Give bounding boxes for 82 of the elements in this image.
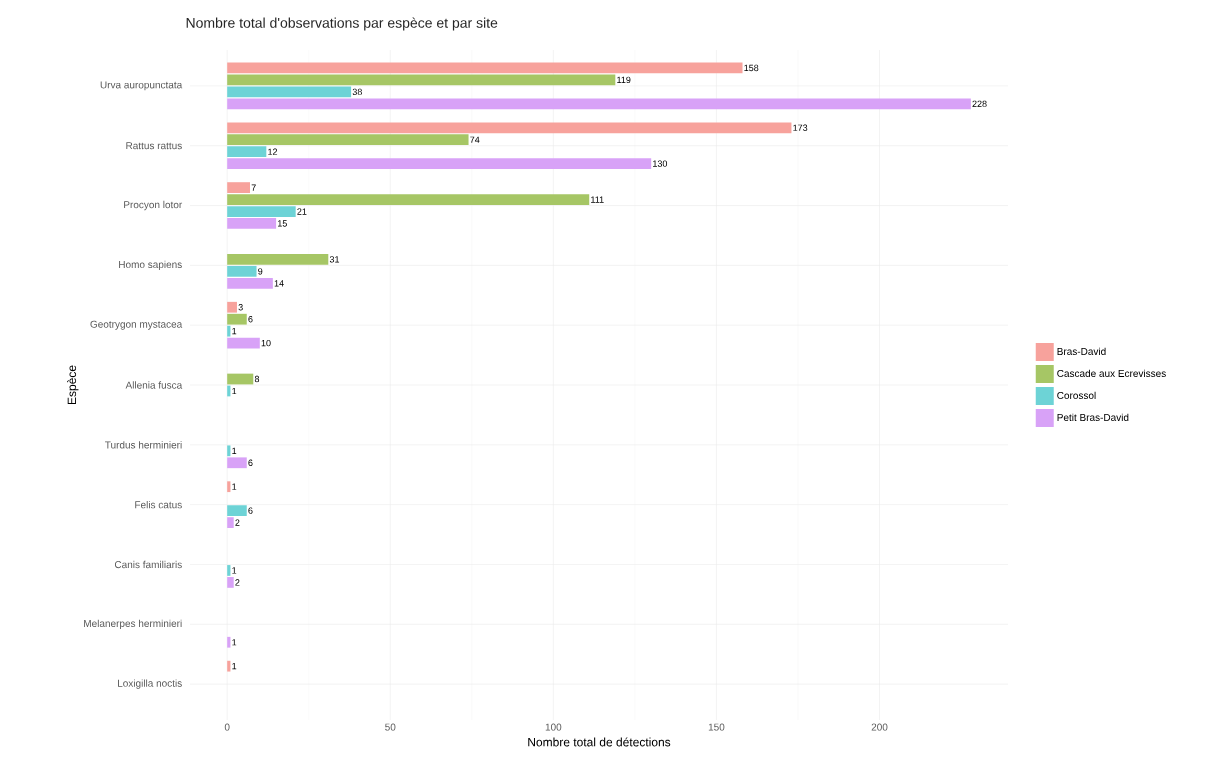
x-tick-label: 50 [385, 723, 396, 731]
bar [227, 481, 231, 493]
data-label: 1 [232, 387, 237, 395]
data-label: 2 [235, 579, 240, 586]
data-label: 1 [232, 447, 237, 454]
data-label: 12 [268, 148, 278, 155]
bar [227, 325, 231, 337]
bar [227, 660, 231, 672]
y-tick-label: Canis familiaris [114, 560, 182, 569]
data-label: 228 [972, 100, 987, 108]
bar [227, 218, 277, 229]
bar [227, 457, 247, 469]
y-tick-label: Allenia fusca [125, 381, 183, 389]
x-tick-label: 0 [224, 723, 230, 731]
y-tick-label: Procyon lotor [124, 200, 183, 211]
bar [227, 337, 260, 349]
y-tick-label: Homo sapiens [119, 260, 182, 271]
bar [227, 517, 234, 528]
data-label: 14 [274, 280, 284, 287]
data-label: 130 [653, 160, 668, 167]
data-label: 1 [232, 567, 237, 574]
bar [227, 373, 254, 385]
bar [227, 301, 237, 313]
bar [227, 98, 971, 110]
y-tick-label: Melanerpes herminieri [84, 619, 182, 629]
data-label: 6 [248, 459, 253, 466]
bar [227, 158, 652, 170]
bar [227, 636, 231, 648]
y-tick-label: Geotrygon mystacea [90, 320, 183, 330]
y-tick-label: Urva auropunctata [100, 81, 183, 91]
bar [227, 206, 296, 217]
bar [227, 122, 792, 134]
y-tick-label: Loxigilla noctis [118, 679, 182, 689]
bar [227, 265, 257, 277]
bar [227, 146, 267, 158]
data-label: 6 [248, 316, 253, 323]
data-label: 21 [297, 208, 307, 215]
bar [227, 86, 352, 98]
x-tick-label: 200 [871, 723, 888, 731]
y-tick-label: Felis catus [135, 500, 182, 509]
data-label: 3 [238, 304, 243, 311]
legend-label: Bras-David [1057, 347, 1106, 355]
bar [227, 505, 247, 517]
bar [227, 62, 743, 74]
data-label: 31 [329, 256, 340, 263]
data-label: 38 [352, 88, 362, 96]
data-label: 1 [232, 639, 237, 646]
x-tick-label: 100 [545, 723, 562, 731]
bar [227, 277, 273, 289]
bar [227, 565, 231, 576]
x-tick-label: 150 [708, 723, 725, 731]
x-axis-title: Nombre total de détections [528, 737, 671, 747]
data-label: 74 [470, 136, 480, 143]
data-label: 119 [617, 76, 631, 84]
y-tick-label: Turdus herminieri [105, 441, 182, 449]
y-axis-title: Espèce [67, 365, 79, 405]
data-label: 158 [744, 64, 759, 72]
legend-label: Petit Bras-David [1057, 413, 1129, 421]
data-label: 2 [235, 519, 240, 526]
legend-label: Cascade aux Ecrevisses [1057, 369, 1166, 377]
data-label: 15 [277, 220, 287, 227]
data-label: 8 [254, 375, 260, 383]
data-label: 6 [248, 507, 253, 514]
data-label: 1 [232, 663, 237, 670]
data-label: 173 [793, 124, 808, 131]
data-label: 10 [261, 339, 271, 347]
data-label: 1 [232, 483, 237, 490]
data-label: 9 [258, 268, 263, 275]
legend-label: Corossol [1057, 391, 1096, 399]
data-label: 7 [251, 184, 256, 191]
bar [227, 74, 616, 86]
y-tick-label: Rattus rattus [126, 142, 182, 150]
chart-title: Nombre total d'observations par espèce et par site [186, 17, 498, 31]
bar [227, 253, 329, 265]
bar [227, 313, 247, 325]
bar [227, 134, 469, 146]
bar [227, 182, 251, 193]
bar [227, 577, 234, 588]
bar [227, 445, 231, 457]
bar [227, 194, 590, 205]
data-label: 1 [232, 328, 237, 335]
data-label: 111 [591, 196, 604, 203]
